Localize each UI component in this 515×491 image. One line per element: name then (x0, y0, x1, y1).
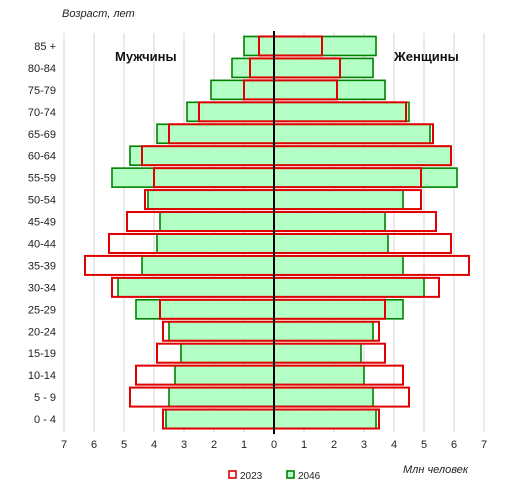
bar-2046-women (273, 299, 404, 320)
legend: 2023 2046 (228, 470, 321, 482)
x-tick-label: 3 (181, 439, 187, 451)
bar-2046-women (273, 79, 386, 101)
bar-2046-women (273, 35, 377, 57)
bar-2046-men (156, 123, 275, 145)
men-label: Мужчины (115, 49, 177, 64)
bar-2046-women (273, 386, 374, 408)
bar-2046-men (117, 277, 275, 298)
age-tick-label: 65-69 (28, 129, 56, 141)
bar-2046-men (135, 299, 275, 320)
age-tick-label: 70-74 (28, 107, 56, 119)
legend-label-2023: 2023 (240, 471, 263, 482)
x-tick-label: 2 (211, 439, 217, 451)
legend-label-2046: 2046 (298, 471, 321, 482)
bar-2046-men (111, 167, 275, 188)
bar-2046-men (168, 320, 275, 342)
x-tick-label: 1 (241, 439, 247, 451)
bar-2046-women (273, 189, 404, 210)
x-axis-title: Млн человек (403, 464, 469, 476)
bar-2046-men (210, 79, 275, 101)
bar-2046-women (273, 167, 458, 188)
x-tick-label: 1 (301, 439, 307, 451)
bar-2046-men (165, 408, 275, 430)
age-tick-label: 55-59 (28, 173, 56, 185)
bar-2046-men (141, 255, 275, 276)
bar-2046-women (273, 101, 410, 123)
x-tick-label: 6 (91, 439, 97, 451)
x-tick-label: 4 (391, 439, 397, 451)
bar-2046-men (174, 364, 275, 386)
x-tick-labels: 7 6 5 4 3 2 1 0 1 2 3 4 5 6 7 (61, 439, 487, 451)
age-tick-label: 25-29 (28, 304, 56, 316)
bar-2046-women (273, 233, 389, 254)
women-label: Женщины (393, 49, 459, 64)
age-tick-label: 35-39 (28, 260, 56, 272)
bar-2046-men (231, 57, 275, 79)
x-tick-label: 0 (271, 439, 277, 451)
age-tick-label: 20-24 (28, 326, 56, 338)
age-tick-label: 85 + (34, 41, 56, 53)
age-tick-label: 0 - 4 (34, 414, 56, 426)
age-tick-label: 10-14 (28, 370, 56, 382)
bar-2046-men (180, 342, 275, 364)
x-tick-label: 3 (361, 439, 367, 451)
series-2046-bars (111, 35, 458, 430)
bar-2046-men (147, 189, 275, 210)
x-tick-label: 4 (151, 439, 157, 451)
bar-2046-women (273, 145, 452, 166)
x-tick-label: 6 (451, 439, 457, 451)
bar-2046-men (168, 386, 275, 408)
x-tick-label: 5 (421, 439, 427, 451)
age-tick-label: 50-54 (28, 195, 56, 207)
age-tick-label: 45-49 (28, 217, 56, 229)
bar-2046-women (273, 123, 431, 145)
bar-2046-women (273, 57, 374, 79)
age-tick-label: 5 - 9 (34, 392, 56, 404)
bar-2046-men (186, 101, 275, 123)
bar-2046-women (273, 211, 386, 232)
x-tick-label: 5 (121, 439, 127, 451)
x-tick-label: 7 (481, 439, 487, 451)
age-tick-label: 30-34 (28, 282, 56, 294)
bar-2046-women (273, 255, 404, 276)
bar-2046-women (273, 364, 365, 386)
x-tick-label: 2 (331, 439, 337, 451)
bar-2046-men (156, 233, 275, 254)
age-tick-label: 15-19 (28, 348, 56, 360)
age-tick-label: 80-84 (28, 63, 56, 75)
age-tick-labels: 0 - 4 5 - 9 10-14 15-19 20-24 25-29 30-34 35-39… (28, 41, 56, 426)
legend-swatch-2046 (286, 470, 295, 479)
bar-2046-women (273, 408, 377, 430)
age-tick-label: 60-64 (28, 151, 56, 163)
bar-2046-women (273, 277, 425, 298)
age-tick-label: 75-79 (28, 85, 56, 97)
bar-2046-men (159, 211, 275, 232)
legend-swatch-2023 (228, 470, 237, 479)
bar-2046-women (273, 320, 374, 342)
age-tick-label: 40-44 (28, 238, 56, 250)
bar-2046-men (129, 145, 275, 166)
x-tick-label: 7 (61, 439, 67, 451)
y-axis-title: Возраст, лет (62, 8, 135, 20)
bar-2046-women (273, 342, 362, 364)
